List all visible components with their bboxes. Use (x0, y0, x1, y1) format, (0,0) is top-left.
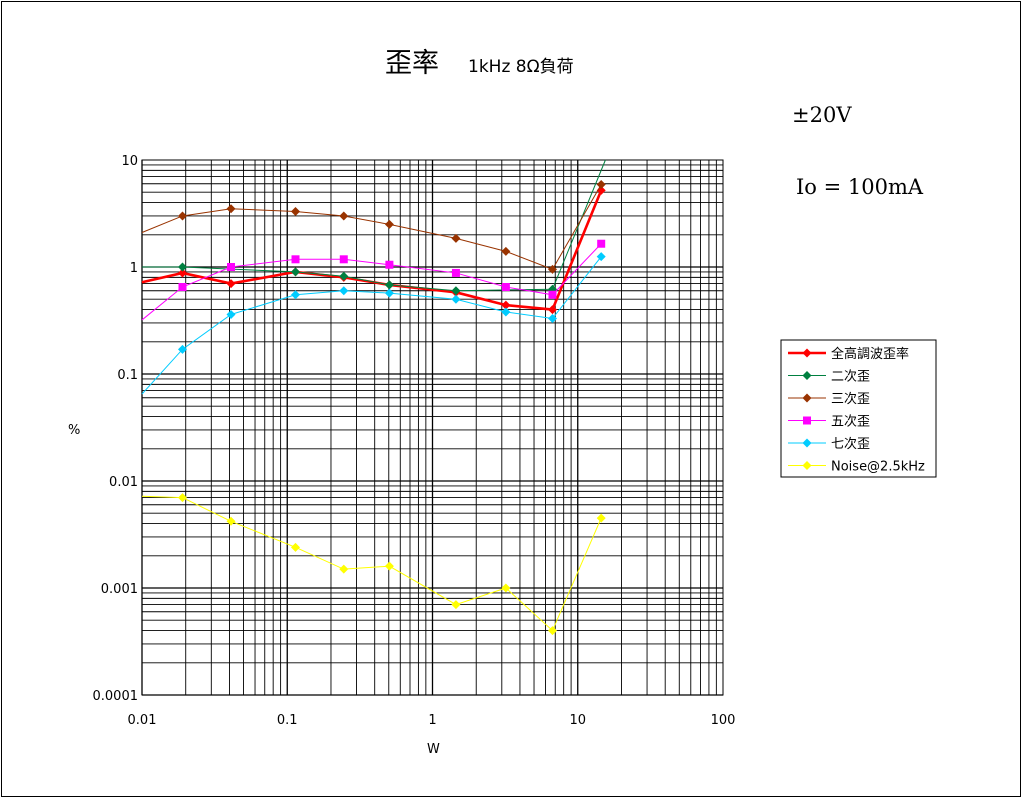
x-tick-label: 0.01 (128, 713, 157, 728)
series-group (141, 159, 606, 636)
data-point (291, 255, 300, 264)
data-point (339, 564, 349, 574)
series-line (141, 495, 602, 632)
data-point (501, 583, 511, 593)
y-tick-label: 0.01 (109, 475, 138, 490)
data-point (385, 260, 394, 269)
data-point (339, 211, 349, 221)
x-tick-label: 0.1 (277, 713, 298, 728)
data-point (384, 561, 394, 571)
data-point (547, 305, 557, 315)
legend-label: Noise@2.5kHz (831, 460, 925, 475)
x-axis-label: W (427, 742, 440, 757)
data-point (547, 314, 557, 324)
data-point (226, 309, 236, 319)
legend-marker (802, 348, 812, 358)
series-line (141, 256, 602, 395)
y-tick-label: 10 (121, 154, 138, 169)
data-point (596, 513, 606, 523)
data-point (291, 267, 301, 277)
series-line (141, 189, 603, 311)
y-tick-label: 1 (130, 261, 138, 276)
legend-label: 二次歪 (831, 369, 870, 385)
legend-marker (802, 461, 812, 470)
annotation-current: Io = 100mA (796, 175, 924, 199)
data-point (548, 290, 557, 299)
series-line (141, 243, 602, 321)
data-point (291, 542, 301, 552)
data-point (339, 255, 348, 264)
data-point (596, 180, 606, 190)
legend-label: 全高調波歪率 (831, 346, 909, 362)
x-tick-label: 10 (569, 713, 586, 728)
data-point (227, 263, 236, 271)
series-line (141, 184, 602, 271)
data-point (384, 219, 394, 229)
data-point (339, 271, 349, 281)
data-point (501, 246, 511, 256)
series-6 (141, 493, 606, 636)
data-point (291, 207, 301, 217)
y-tick-label: 0.0001 (93, 689, 139, 704)
legend-marker (802, 438, 812, 448)
legend-label: 五次歪 (831, 414, 870, 430)
data-point (177, 344, 187, 354)
data-point (384, 280, 394, 290)
legend-label: 三次歪 (831, 391, 870, 407)
legend-box (780, 339, 937, 478)
data-point (547, 626, 557, 636)
chart-title: 歪率 (385, 48, 439, 79)
x-tick-label: 100 (711, 713, 736, 728)
data-point (547, 264, 557, 274)
data-point (451, 294, 461, 304)
data-point (339, 286, 349, 296)
series-line (142, 159, 606, 292)
data-point (177, 493, 187, 503)
data-point (597, 239, 606, 248)
data-point (226, 516, 236, 526)
legend-marker (802, 371, 812, 380)
data-point (177, 211, 187, 221)
data-point (177, 262, 187, 272)
data-point (177, 268, 187, 278)
legend-label: 七次歪 (831, 436, 870, 452)
y-tick-label: 0.001 (101, 582, 138, 597)
data-point (451, 286, 461, 296)
legend-marker (803, 416, 811, 425)
y-axis-label: % (68, 423, 80, 438)
legend-marker (802, 393, 812, 403)
series-4 (141, 239, 606, 321)
y-tick-label: 0.1 (117, 368, 138, 383)
x-tick-label: 1 (428, 713, 436, 728)
tick-labels: 0.01 0.1 1 10 100 10 1 0.1 0.01 0.001 0.0001 (93, 154, 736, 728)
series-5 (141, 252, 606, 395)
data-point (451, 268, 460, 277)
data-point (178, 283, 187, 292)
data-point (451, 600, 461, 610)
data-point (501, 300, 511, 310)
data-point (501, 307, 511, 317)
data-point (291, 290, 301, 300)
annotation-voltage: ±20V (792, 103, 852, 127)
chart-subtitle: 1kHz 8Ω負荷 (468, 57, 574, 77)
grid (141, 159, 724, 696)
data-point (596, 252, 606, 262)
series-3 (141, 180, 606, 274)
data-point (451, 233, 461, 243)
data-point (226, 204, 236, 214)
data-point (384, 288, 394, 298)
data-point (501, 283, 510, 292)
data-point (226, 279, 236, 289)
